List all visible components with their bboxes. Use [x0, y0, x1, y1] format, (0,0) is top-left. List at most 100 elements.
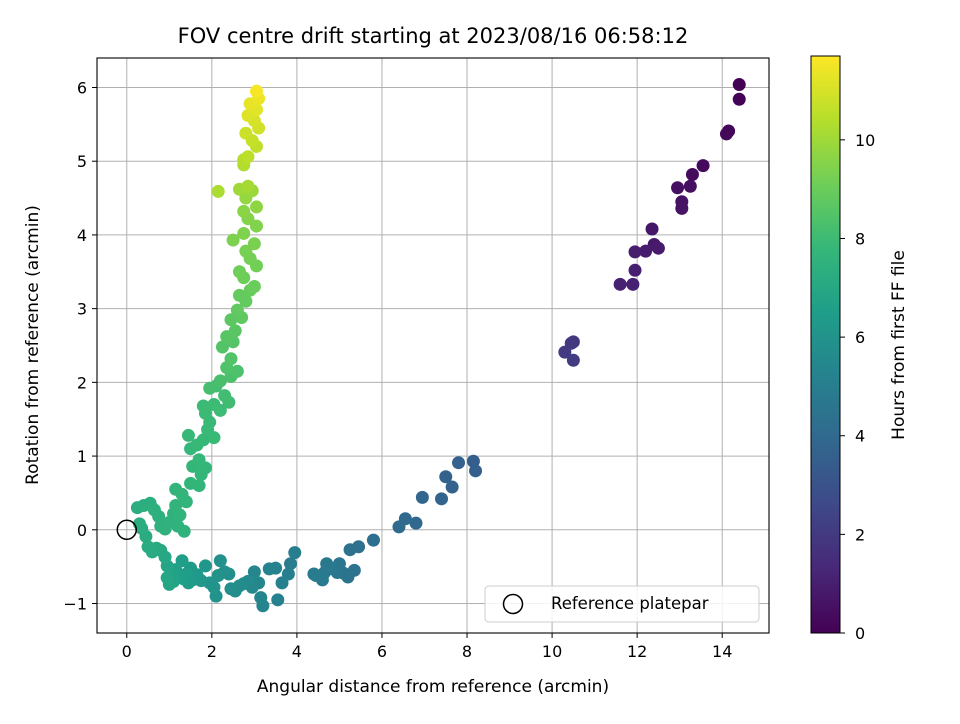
data-point [228, 324, 242, 338]
data-point [566, 353, 580, 367]
data-point [239, 126, 253, 140]
data-point [213, 554, 227, 568]
data-point [651, 241, 665, 255]
data-point [169, 482, 183, 496]
data-point [469, 464, 483, 478]
data-point [271, 593, 285, 607]
data-point [732, 78, 746, 92]
y-tick-label: 3 [77, 300, 87, 319]
x-tick-label: 14 [712, 642, 732, 661]
colorbar: 0 2 4 6 8 10 Hours from first FF file [810, 55, 909, 643]
colorbar-gradient [810, 55, 841, 634]
colorbar-tick-label: 8 [855, 229, 865, 248]
data-point [409, 516, 423, 530]
y-tick-label: 4 [77, 226, 87, 245]
x-tick-label: 10 [542, 642, 562, 661]
y-tick-label: 6 [77, 78, 87, 97]
data-point [247, 280, 261, 294]
data-point [249, 219, 263, 233]
grid [97, 58, 769, 633]
colorbar-tick-label: 0 [855, 624, 865, 643]
data-point [683, 179, 697, 193]
data-point [213, 403, 227, 417]
data-point [628, 263, 642, 277]
y-axis: −1 0 1 2 3 4 5 6 [63, 78, 97, 614]
x-tick-label: 4 [292, 642, 302, 661]
y-tick-label: −1 [63, 595, 87, 614]
y-axis-label: Rotation from reference (arcmin) [23, 205, 43, 485]
data-point [141, 540, 155, 554]
data-point [343, 543, 357, 557]
data-point [226, 233, 240, 247]
data-points [130, 78, 746, 613]
data-point [275, 576, 289, 590]
y-tick-label: 5 [77, 152, 87, 171]
data-point [211, 184, 225, 198]
data-point [213, 374, 227, 388]
data-point [249, 200, 263, 214]
data-point [366, 533, 380, 547]
data-point [392, 520, 406, 534]
data-point [192, 479, 206, 493]
x-tick-label: 12 [627, 642, 647, 661]
data-point [179, 495, 193, 509]
data-point [218, 389, 232, 403]
data-point [230, 303, 244, 317]
data-point [732, 92, 746, 106]
legend-marker [502, 593, 524, 615]
data-point [262, 562, 276, 576]
data-point [203, 381, 217, 395]
data-point [196, 399, 210, 413]
data-point [341, 570, 355, 584]
data-point [719, 127, 733, 141]
data-point [645, 222, 659, 236]
data-point [207, 431, 221, 445]
legend: Reference platepar [484, 585, 760, 623]
data-point [639, 244, 653, 258]
data-point [435, 492, 449, 506]
reference-marker [116, 519, 138, 541]
reference-platepar-marker [116, 519, 138, 541]
colorbar-ticks: 0 2 4 6 8 10 [840, 131, 875, 643]
data-point [224, 352, 238, 366]
chart-title: FOV centre drift starting at 2023/08/16 … [178, 24, 689, 48]
data-point [232, 288, 246, 302]
data-point [671, 181, 685, 195]
data-point [232, 265, 246, 279]
data-point [558, 345, 572, 359]
x-tick-label: 8 [462, 642, 472, 661]
data-point [215, 340, 229, 354]
data-point [192, 453, 206, 467]
data-point [239, 244, 253, 258]
colorbar-tick-label: 4 [855, 427, 865, 446]
data-point [445, 480, 459, 494]
data-point [307, 567, 321, 581]
data-point [288, 546, 302, 560]
data-point [241, 150, 255, 164]
data-point [675, 201, 689, 215]
y-tick-label: 0 [77, 521, 87, 540]
data-point [169, 498, 183, 512]
y-tick-label: 1 [77, 447, 87, 466]
data-point [237, 204, 251, 218]
data-point [230, 364, 244, 378]
data-point [613, 277, 627, 291]
x-axis-label: Angular distance from reference (arcmin) [257, 677, 609, 697]
x-tick-label: 6 [377, 642, 387, 661]
x-axis: 0 2 4 6 8 10 12 14 [122, 633, 732, 661]
data-point [160, 571, 174, 585]
colorbar-label: Hours from first FF file [889, 250, 909, 440]
data-point [224, 313, 238, 327]
y-tick-label: 2 [77, 373, 87, 392]
data-point [452, 456, 466, 470]
data-point [237, 226, 251, 240]
data-point [177, 524, 191, 538]
data-point [439, 470, 453, 484]
data-point [626, 277, 640, 291]
data-point [685, 167, 699, 181]
colorbar-tick-label: 10 [855, 131, 875, 150]
data-point [628, 245, 642, 259]
data-point [241, 179, 255, 193]
